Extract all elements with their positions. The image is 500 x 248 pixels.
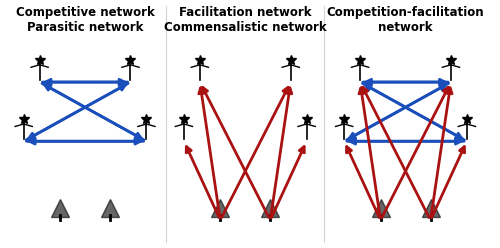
Text: Facilitation network
Commensalistic network: Facilitation network Commensalistic netw… <box>164 6 326 34</box>
Text: Competition-facilitation
network: Competition-facilitation network <box>326 6 484 34</box>
Text: Competitive network
Parasitic network: Competitive network Parasitic network <box>16 6 154 34</box>
